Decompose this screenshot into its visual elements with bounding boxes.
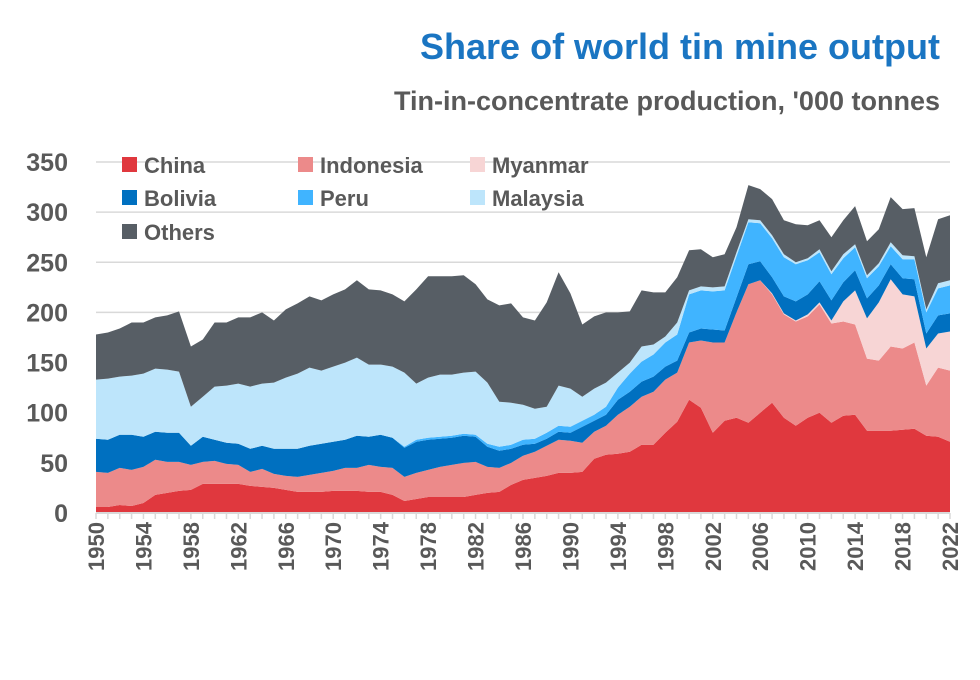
x-tick-label: 2006 [748,522,773,571]
legend-item-myanmar: Myanmar [470,153,589,178]
legend-label: Peru [320,186,369,211]
legend-item-malaysia: Malaysia [470,186,584,211]
chart-subtitle: Tin-in-concentrate production, '000 tonn… [394,86,940,116]
legend-swatch [298,190,313,205]
y-tick-label: 50 [40,450,68,478]
legend-label: Bolivia [144,186,217,211]
legend-swatch [122,190,137,205]
x-tick-label: 1982 [464,522,489,571]
legend-swatch [298,157,313,172]
x-tick-label: 1994 [606,521,631,571]
legend-swatch [122,157,137,172]
area-indonesia [96,280,950,507]
legend-label: China [144,153,206,178]
x-tick-label: 2010 [796,522,821,571]
legend-label: Indonesia [320,153,423,178]
legend-item-china: China [122,153,206,178]
y-tick-label: 250 [26,249,68,277]
legend-swatch [122,224,137,239]
y-tick-label: 150 [26,350,68,378]
area-others [96,185,950,409]
x-tick-label: 1958 [179,522,204,571]
legend-item-bolivia: Bolivia [122,186,217,211]
x-tick-label: 1986 [511,522,536,571]
legend-label: Malaysia [492,186,584,211]
legend-item-others: Others [122,220,215,245]
x-tick-label: 1950 [84,522,109,571]
x-tick-label: 2014 [843,521,868,571]
x-tick-label: 2018 [891,522,916,571]
area-bolivia [96,261,950,477]
x-tick-label: 1954 [131,521,156,571]
area-series [96,185,950,513]
x-tick-label: 1966 [274,522,299,571]
chart-title: Share of world tin mine output [420,26,940,67]
axes: 0 50 100 150 200 250 300 350 1950 1954 1958 1962 196… [26,149,963,571]
y-tick-label: 0 [54,500,68,528]
legend-item-peru: Peru [298,186,369,211]
y-tick-label: 350 [26,149,68,177]
y-tick-label: 300 [26,199,68,227]
x-tick-label: 1974 [369,521,394,571]
area-malaysia [96,219,950,449]
x-tick-label: 2022 [938,522,963,571]
legend-swatch [470,190,485,205]
y-tick-label: 100 [26,400,68,428]
x-tick-label: 1978 [416,522,441,571]
x-tick-label: 1990 [558,522,583,571]
x-tick-label: 1998 [653,522,678,571]
x-tick-label: 1970 [321,522,346,571]
legend-swatch [470,157,485,172]
area-china [96,399,950,513]
legend: China Indonesia Myanmar Bolivia Peru Malaysia… [122,153,589,245]
area-peru [96,222,950,451]
x-tick-label: 1962 [226,522,251,571]
legend-item-indonesia: Indonesia [298,153,423,178]
y-tick-label: 200 [26,299,68,327]
legend-label: Others [144,220,215,245]
legend-label: Myanmar [492,153,589,178]
x-tick-label: 2002 [701,522,726,571]
